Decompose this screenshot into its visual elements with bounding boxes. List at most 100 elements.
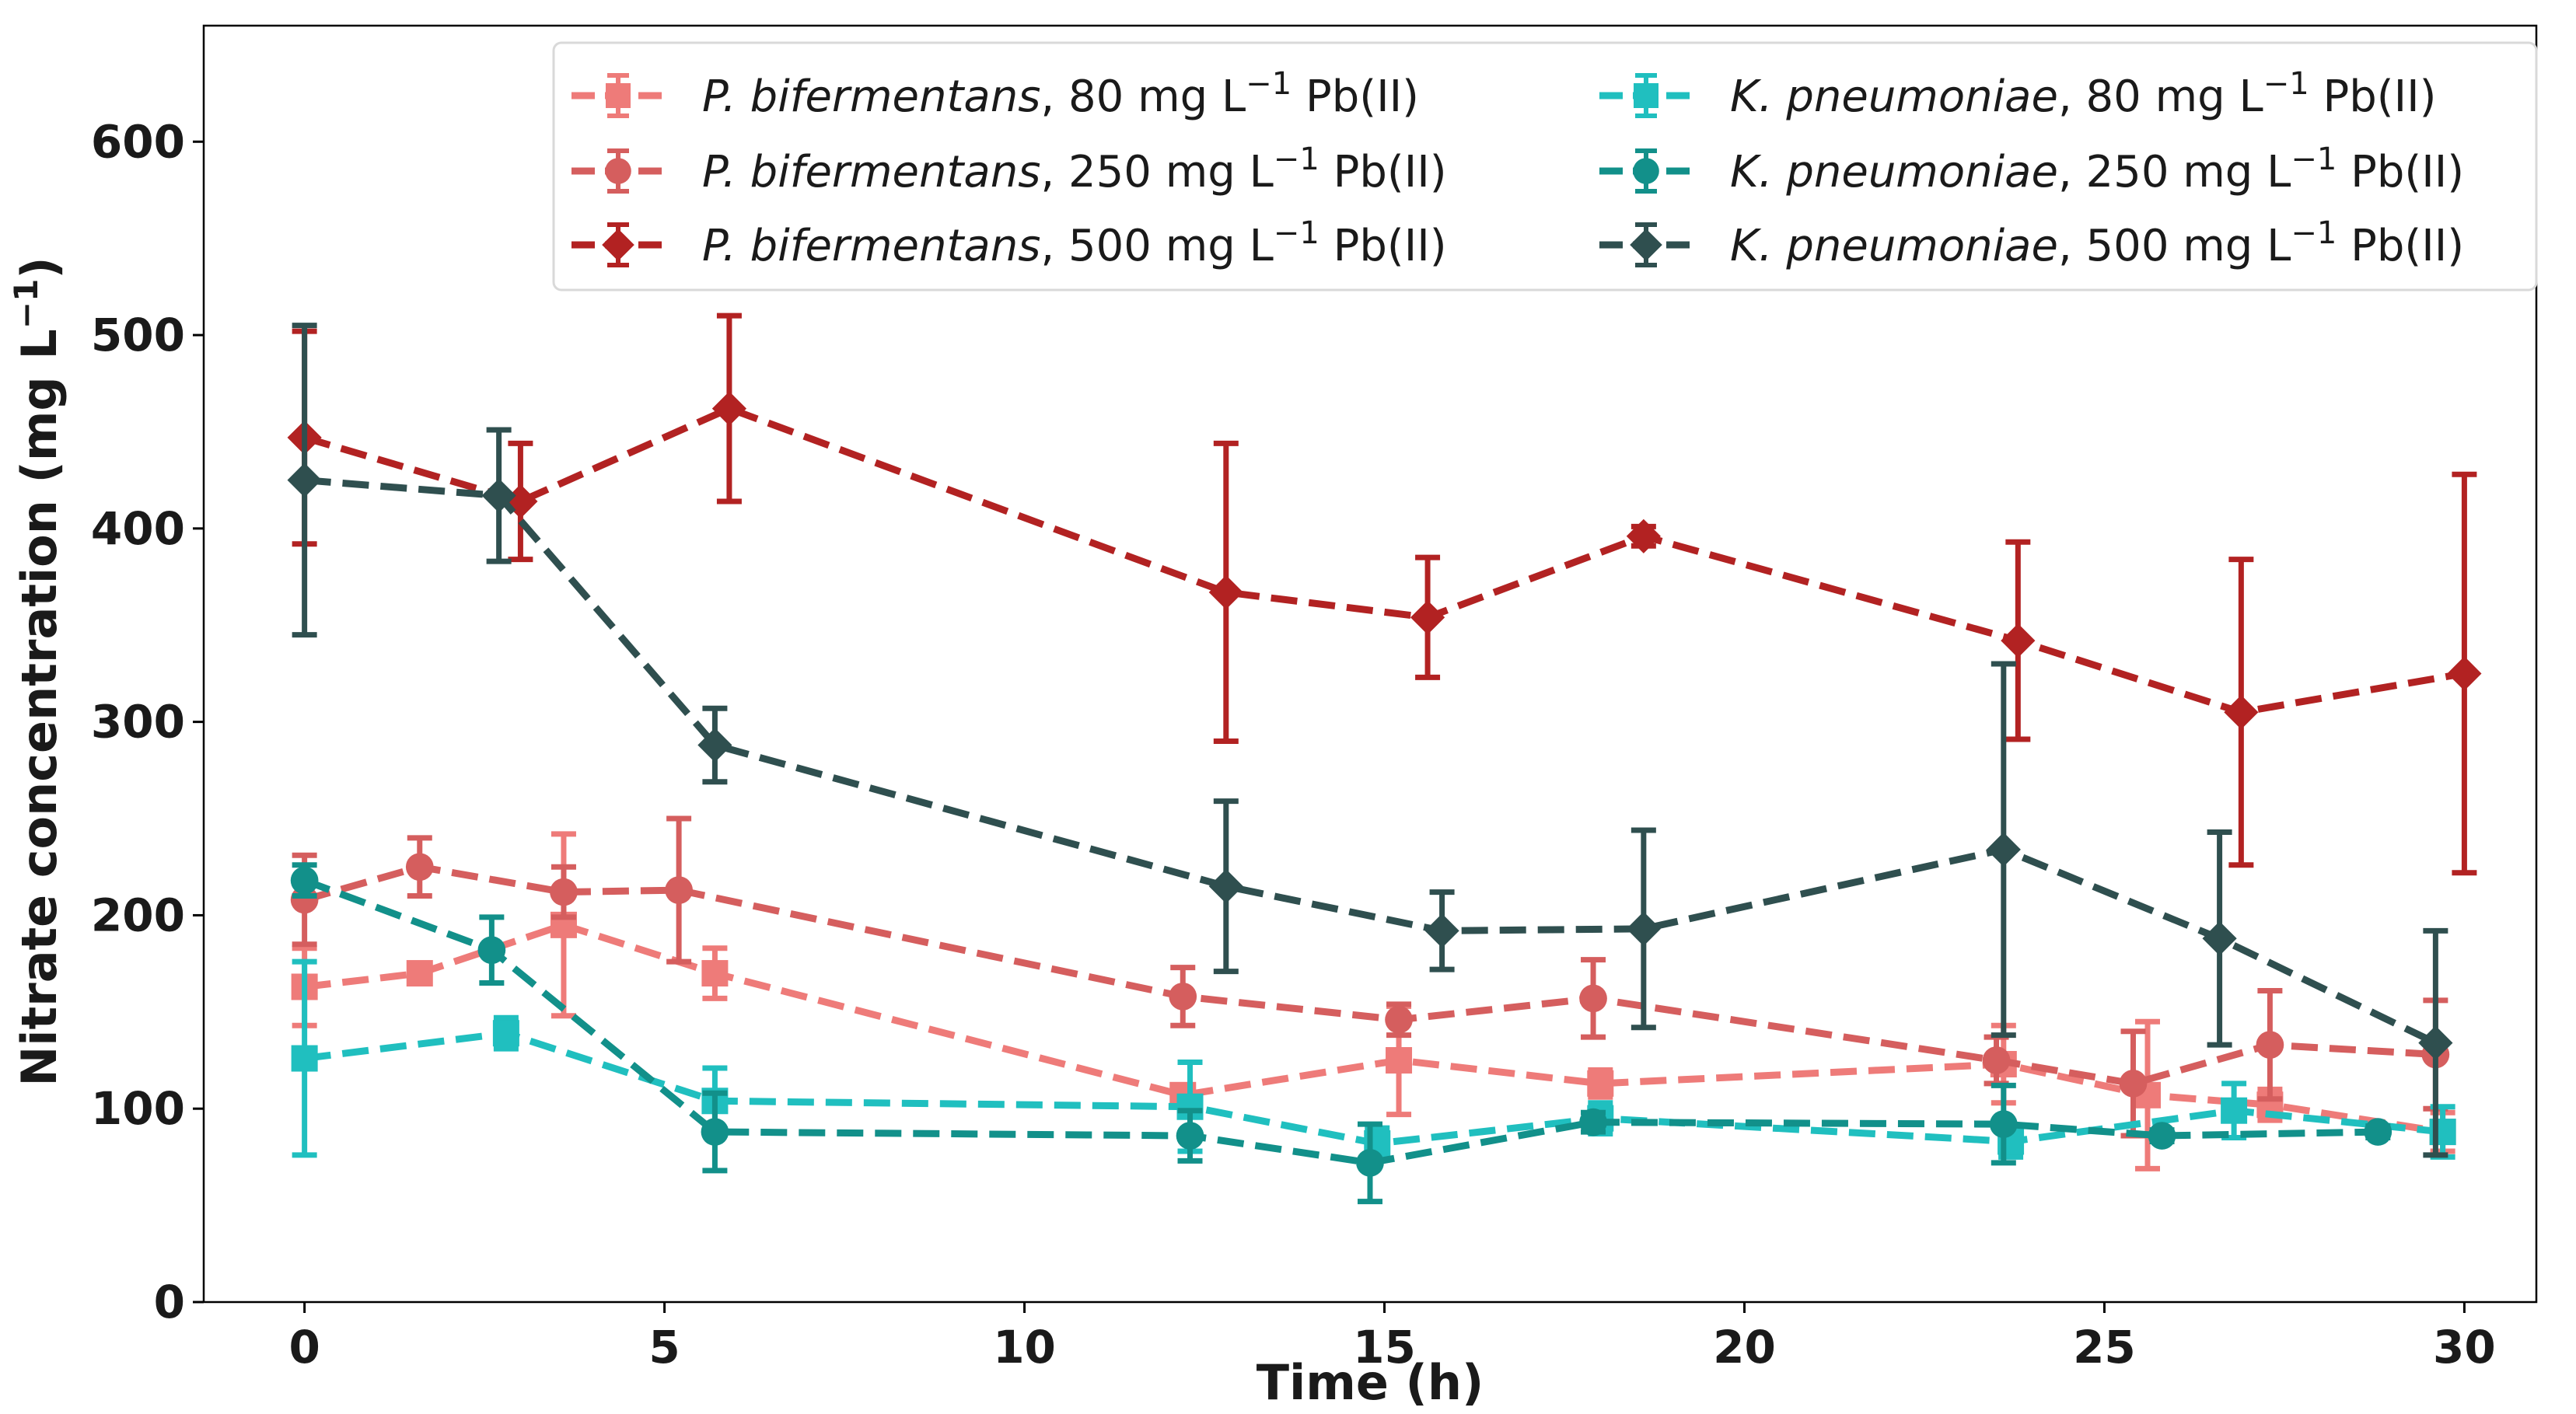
x-tick-label: 10	[993, 1321, 1056, 1374]
series-line	[303, 405, 2466, 716]
data-point	[1579, 1108, 1607, 1136]
data-point	[492, 1020, 519, 1047]
legend-suffix: Pb(II)	[2337, 147, 2464, 197]
legend-marker	[606, 83, 631, 108]
data-point	[287, 463, 322, 498]
series-group	[287, 312, 2482, 1205]
legend-species: K. pneumoniae	[1730, 72, 2058, 122]
data-point	[2447, 656, 2482, 691]
data-point	[1982, 1046, 2011, 1074]
legend-entry: K. pneumoniae, 80 mg L−1 Pb(II)	[1599, 66, 2437, 122]
series-3	[287, 312, 2482, 876]
x-tick-label: 30	[2433, 1321, 2496, 1374]
legend-concentration: , 250 mg L	[2058, 147, 2291, 197]
legend-superscript: −1	[2263, 66, 2309, 102]
data-point	[2418, 1025, 2453, 1060]
x-tick-label: 25	[2073, 1321, 2136, 1374]
legend-suffix: Pb(II)	[1319, 147, 1447, 197]
y-tick-label: 300	[91, 696, 185, 749]
y-tick-label: 400	[91, 502, 185, 555]
legend-entry: P. bifermentans, 500 mg L−1 Pb(II)	[571, 215, 1447, 271]
data-point	[1385, 1005, 1413, 1034]
data-point	[1587, 1070, 1614, 1097]
data-point	[1424, 913, 1459, 948]
x-tick-label: 20	[1713, 1321, 1776, 1374]
x-tick-label: 5	[648, 1321, 680, 1374]
y-tick-label: 200	[91, 889, 185, 941]
legend-box	[552, 41, 2538, 292]
y-axis-title-close: )	[11, 257, 68, 278]
series-line	[303, 877, 2379, 1167]
data-point	[481, 478, 516, 513]
data-point	[2148, 1122, 2176, 1150]
legend-concentration: , 250 mg L	[1040, 147, 1273, 197]
legend-superscript: −1	[2291, 215, 2337, 251]
data-point	[1410, 600, 1445, 635]
series-line	[304, 921, 2444, 1136]
y-axis-title-superscript: −1	[7, 279, 45, 329]
data-point	[1356, 1149, 1384, 1177]
legend-superscript: −1	[1274, 141, 1319, 177]
x-tick-label: 15	[1353, 1321, 1416, 1374]
legend-label: K. pneumoniae, 80 mg L−1 Pb(II)	[1730, 66, 2437, 122]
data-point	[477, 936, 506, 965]
data-point	[2001, 623, 2036, 658]
legend-marker	[605, 158, 631, 184]
legend-suffix: Pb(II)	[1291, 72, 1419, 122]
data-point	[2202, 921, 2237, 956]
legend-marker	[1634, 83, 1658, 108]
legend-marker	[1633, 158, 1659, 184]
data-point	[1626, 518, 1661, 553]
legend-label: P. bifermentans, 80 mg L−1 Pb(II)	[702, 66, 1419, 122]
data-point	[701, 960, 729, 987]
legend-marker	[602, 229, 634, 261]
data-point	[697, 728, 732, 763]
data-point	[2221, 1097, 2248, 1124]
data-point	[290, 885, 319, 914]
legend-marker	[1630, 229, 1662, 261]
legend-superscript: −1	[1246, 66, 1291, 102]
y-tick-label: 0	[154, 1276, 185, 1328]
legend-suffix: Pb(II)	[2309, 72, 2437, 122]
data-point	[1176, 1122, 1204, 1150]
plot-frame	[202, 24, 2538, 1304]
legend-species: P. bifermentans	[702, 72, 1040, 122]
legend-suffix: Pb(II)	[2337, 221, 2464, 271]
y-axis-title: Nitrate concentration (mg L−1)	[7, 257, 68, 1086]
legend-superscript: −1	[2291, 141, 2337, 177]
data-point	[1986, 832, 2021, 867]
plot-area	[202, 24, 2538, 1304]
data-point	[2224, 695, 2259, 730]
data-point	[406, 960, 433, 987]
legend-concentration: , 500 mg L	[1040, 221, 1273, 271]
series-5	[290, 862, 2392, 1205]
data-point	[2119, 1070, 2148, 1098]
legend-species: K. pneumoniae	[1730, 147, 2058, 197]
legend-concentration: , 80 mg L	[1040, 72, 1246, 122]
data-point	[405, 853, 434, 882]
data-point	[1626, 911, 1661, 946]
series-line	[304, 477, 2438, 1046]
legend-suffix: Pb(II)	[1319, 221, 1447, 271]
data-point	[711, 391, 747, 426]
data-point	[2364, 1118, 2392, 1146]
y-tick-label: 600	[91, 115, 185, 168]
legend-label: K. pneumoniae, 500 mg L−1 Pb(II)	[1730, 215, 2464, 271]
data-point	[1169, 983, 1197, 1011]
data-point	[290, 866, 319, 895]
legend-concentration: , 500 mg L	[2058, 221, 2291, 271]
legend-label: K. pneumoniae, 250 mg L−1 Pb(II)	[1730, 141, 2464, 197]
data-point	[1989, 1110, 2018, 1138]
data-point	[550, 878, 578, 906]
legend-entry: P. bifermentans, 80 mg L−1 Pb(II)	[571, 66, 1419, 122]
legend-label: P. bifermentans, 250 mg L−1 Pb(II)	[702, 141, 1447, 197]
legend-concentration: , 80 mg L	[2058, 72, 2263, 122]
legend-superscript: −1	[1274, 215, 1319, 251]
x-axis-title: Time (h)	[1257, 1354, 1484, 1411]
x-tick-label: 0	[288, 1321, 320, 1374]
legend-entry: P. bifermentans, 250 mg L−1 Pb(II)	[571, 141, 1447, 197]
data-point	[1208, 574, 1243, 610]
data-point	[1386, 1047, 1413, 1074]
